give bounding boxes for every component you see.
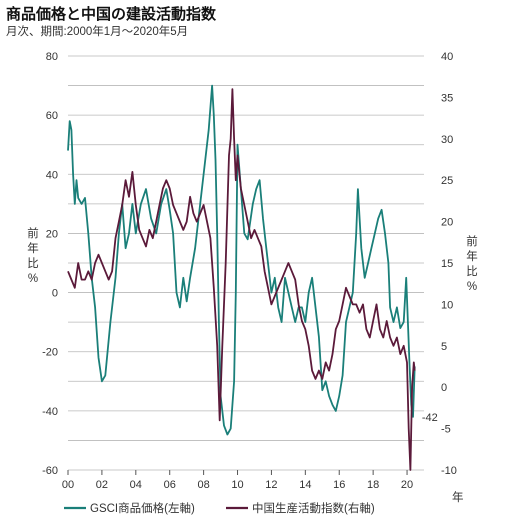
chart-subtitle: 月次、期間:2000年1月〜2020年5月	[6, 24, 188, 38]
right-axis-ticks: 40 35 30 25 20 15 10 5 0 -5 -10	[441, 51, 457, 477]
x-tick-label: 14	[299, 479, 311, 491]
x-tick-label: 16	[333, 479, 345, 491]
left-axis-label-char: 年	[27, 241, 39, 255]
legend: GSCI商品価格(左軸) 中国生産活動指数(右軸)	[64, 501, 375, 515]
left-tick-label: 80	[46, 51, 58, 63]
gridlines	[68, 55, 424, 471]
x-tick-label: 10	[231, 479, 243, 491]
left-tick-label: -40	[42, 406, 58, 418]
legend-label-china: 中国生産活動指数(右軸)	[252, 501, 375, 515]
x-tick-label: 08	[197, 479, 209, 491]
right-tick-label: -5	[441, 424, 451, 436]
chart-title: 商品価格と中国の建設活動指数	[6, 5, 217, 23]
x-tick-label: 04	[130, 479, 142, 491]
right-axis-label-char: 前	[466, 234, 478, 248]
right-tick-label: 35	[441, 92, 453, 104]
left-axis-label: 前年比%	[27, 226, 39, 285]
left-tick-label: 20	[46, 228, 58, 240]
x-tick-label: 00	[62, 479, 74, 491]
left-tick-label: -60	[42, 465, 58, 477]
x-axis-ticks: 00 02 04 06 08 10 12 14 16 18 20	[62, 470, 413, 491]
series-line-gsci	[67, 84, 416, 436]
legend-label-gsci: GSCI商品価格(左軸)	[90, 501, 195, 515]
series-line-china	[67, 88, 416, 471]
right-axis-label-char: %	[467, 281, 477, 293]
right-tick-label: 20	[441, 217, 453, 229]
x-tick-label: 02	[96, 479, 108, 491]
left-tick-label: -20	[42, 347, 58, 359]
left-tick-label: 60	[46, 110, 58, 122]
right-axis-label: 前年比%	[466, 234, 478, 293]
right-tick-label: 30	[441, 134, 453, 146]
left-tick-label: 0	[52, 288, 58, 300]
series-layer	[67, 84, 416, 471]
right-tick-label: -10	[441, 465, 457, 477]
x-tick-label: 20	[401, 479, 413, 491]
left-axis-ticks: 80 60 40 20 0 -20 -40 -60	[42, 51, 58, 477]
x-tick-label: 12	[265, 479, 277, 491]
left-tick-label: 40	[46, 169, 58, 181]
right-axis-label-char: 比	[466, 265, 478, 278]
right-tick-label: 10	[441, 299, 453, 311]
x-tick-label: 18	[367, 479, 379, 491]
left-axis-label-char: 比	[27, 257, 39, 270]
right-tick-label: 40	[441, 51, 453, 63]
right-tick-label: 5	[441, 341, 447, 353]
left-axis-label-char: 前	[27, 226, 39, 240]
annotation-label: -42	[422, 412, 438, 424]
x-tick-label: 06	[164, 479, 176, 491]
left-axis-label-char: %	[28, 273, 38, 285]
right-tick-label: 0	[441, 382, 447, 394]
right-tick-label: 25	[441, 175, 453, 187]
x-axis-label: 年	[452, 490, 464, 504]
right-axis-label-char: 年	[466, 249, 478, 263]
right-tick-label: 15	[441, 258, 453, 270]
